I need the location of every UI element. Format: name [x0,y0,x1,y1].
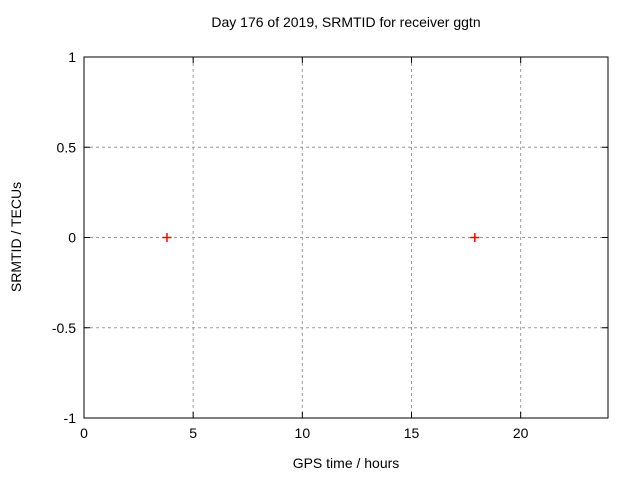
y-tick-label: -1 [64,410,77,426]
x-tick-label: 20 [513,425,529,441]
y-tick-label: 0.5 [57,139,77,155]
y-tick-label: 1 [68,49,76,65]
x-tick-label: 15 [404,425,420,441]
x-tick-label: 10 [295,425,311,441]
chart-title: Day 176 of 2019, SRMTID for receiver ggt… [211,14,481,30]
x-tick-label: 0 [80,425,88,441]
y-tick-label: -0.5 [52,320,76,336]
x-tick-label: 5 [189,425,197,441]
x-axis-label: GPS time / hours [292,455,400,471]
y-tick-label: 0 [68,230,76,246]
